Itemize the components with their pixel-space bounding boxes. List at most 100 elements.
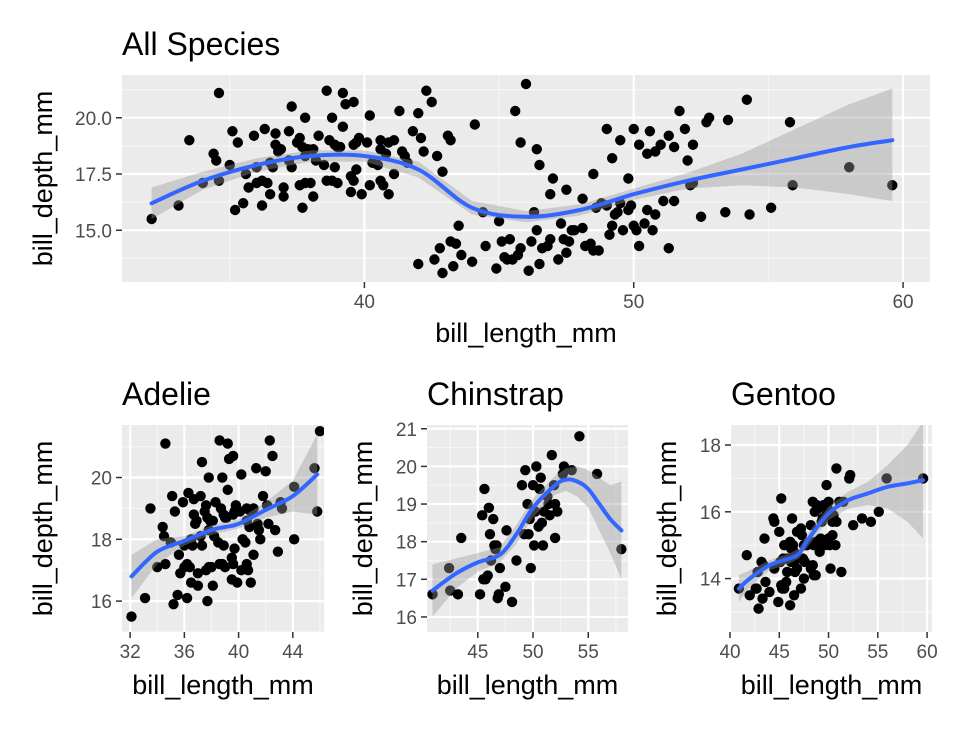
x-tick-label: 40	[719, 642, 740, 663]
data-point	[494, 562, 506, 574]
panel-title: All Species	[122, 26, 280, 62]
data-point	[831, 463, 842, 474]
panel-all-species: 40 50 60 15.0 17.5 20.0 All Species bill_length…	[28, 26, 930, 348]
data-point	[214, 435, 225, 446]
data-point	[251, 463, 262, 474]
data-point	[310, 155, 322, 166]
data-point	[372, 159, 384, 171]
data-point	[510, 105, 521, 117]
data-point	[516, 480, 528, 491]
data-point	[787, 180, 798, 191]
data-point	[184, 561, 195, 573]
data-point	[452, 589, 464, 600]
data-point	[821, 479, 832, 491]
data-point	[545, 234, 556, 245]
data-point	[232, 137, 244, 148]
data-point	[477, 510, 488, 521]
data-point	[448, 261, 459, 272]
data-point	[437, 166, 448, 177]
data-point	[340, 99, 351, 110]
data-point	[248, 549, 259, 560]
y-tick-label: 18	[396, 533, 417, 554]
panel-title: Gentoo	[731, 376, 836, 412]
data-point	[827, 529, 838, 541]
data-point	[493, 216, 505, 227]
smooth-line	[129, 472, 320, 579]
data-point	[415, 132, 427, 144]
data-point	[260, 466, 271, 477]
data-point	[588, 168, 599, 180]
data-point	[380, 148, 392, 159]
data-point	[245, 577, 256, 588]
data-point	[534, 483, 545, 495]
data-point	[224, 159, 235, 171]
data-point	[531, 225, 542, 236]
data-point	[773, 596, 784, 608]
data-point	[483, 502, 495, 513]
data-point	[267, 162, 279, 173]
data-point	[644, 126, 656, 137]
data-point	[544, 510, 555, 521]
data-point	[780, 576, 792, 588]
data-point	[720, 207, 731, 218]
data-point	[318, 159, 330, 171]
data-point	[326, 112, 338, 123]
data-point	[491, 540, 502, 551]
data-point	[264, 189, 276, 200]
data-points	[126, 425, 324, 622]
data-point	[865, 516, 877, 528]
data-point	[552, 506, 563, 517]
data-point	[211, 155, 222, 166]
data-point	[232, 577, 243, 588]
data-point	[294, 132, 305, 144]
data-point	[553, 254, 564, 265]
data-point	[687, 139, 699, 150]
data-point	[272, 546, 284, 557]
data-point	[337, 121, 349, 132]
data-point	[831, 516, 842, 528]
data-point	[764, 586, 775, 598]
data-point	[825, 563, 836, 574]
data-point	[482, 570, 493, 581]
data-point	[751, 583, 762, 594]
data-point	[196, 456, 208, 468]
data-point	[781, 566, 793, 578]
data-point	[453, 220, 464, 231]
data-point	[413, 108, 424, 119]
data-point	[633, 139, 645, 150]
panel-title: Chinstrap	[427, 376, 564, 412]
data-point	[535, 472, 546, 483]
y-axis-title: bill_depth_mm	[652, 441, 682, 617]
smooth-line	[430, 477, 624, 593]
x-tick-label: 32	[120, 642, 141, 663]
data-point	[222, 484, 233, 496]
data-point	[297, 202, 308, 213]
data-point	[810, 570, 821, 581]
panel-chinstrap: 45 50 55 16 17 18 19 20 21 Chinstrap bill_length_m…	[348, 376, 628, 700]
data-point	[491, 263, 502, 274]
data-point	[526, 236, 537, 247]
data-point	[563, 236, 575, 247]
data-point	[795, 583, 807, 594]
data-point	[642, 204, 653, 216]
data-point	[429, 254, 440, 265]
data-point	[788, 590, 800, 601]
x-tick-label: 50	[623, 292, 644, 313]
data-point	[312, 506, 323, 517]
data-point	[776, 493, 787, 504]
data-point	[531, 461, 542, 472]
data-point	[805, 519, 817, 531]
data-point	[616, 544, 627, 555]
data-point	[187, 540, 198, 551]
y-tick-label: 17	[396, 570, 417, 591]
y-tick-label: 14	[700, 570, 722, 591]
data-point	[856, 513, 868, 524]
x-axis-title: bill_length_mm	[437, 670, 619, 700]
data-point	[639, 218, 650, 229]
confidence-band	[432, 466, 622, 617]
data-point	[229, 543, 240, 554]
data-point	[642, 148, 653, 159]
data-point	[426, 96, 437, 108]
data-point	[345, 186, 357, 198]
data-point	[200, 500, 212, 511]
